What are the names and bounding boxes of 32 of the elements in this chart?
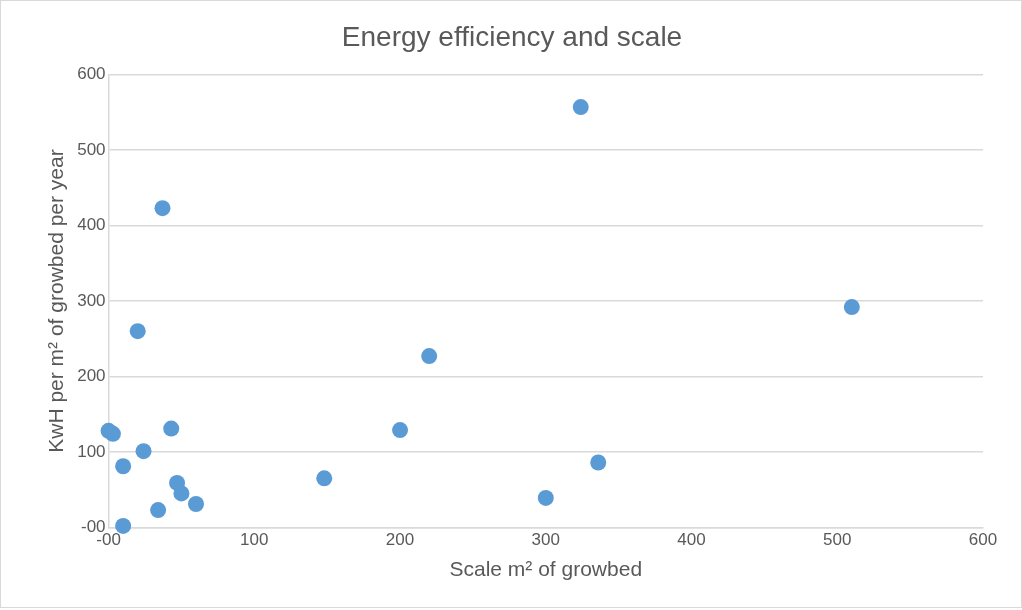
y-tick-label: 600 — [77, 64, 106, 84]
y-axis-title: KwH per m² of growbed per year — [44, 149, 68, 453]
point — [843, 299, 860, 316]
point — [104, 425, 121, 442]
point — [115, 517, 132, 534]
point — [590, 454, 607, 471]
y-tick-label: 200 — [77, 366, 106, 386]
x-tick-label: 500 — [823, 530, 852, 550]
x-tick-label: 200 — [385, 530, 415, 550]
y-tick-label: 400 — [77, 215, 106, 235]
point — [188, 496, 205, 513]
point — [392, 422, 409, 439]
point — [150, 502, 167, 519]
x-tick-label: 100 — [240, 530, 269, 550]
point — [154, 200, 171, 217]
point — [135, 443, 152, 460]
point — [129, 323, 146, 340]
point — [115, 458, 132, 475]
point — [537, 489, 554, 506]
x-tick-label: 400 — [677, 530, 706, 550]
y-tick-label: 100 — [77, 441, 106, 461]
point — [163, 420, 180, 437]
point — [572, 99, 589, 116]
point — [316, 470, 333, 487]
point — [173, 485, 190, 502]
chart-title: Energy efficiency and scale — [341, 20, 683, 52]
point — [421, 348, 438, 365]
x-tick-label: 600 — [968, 530, 998, 550]
x-tick-label: 300 — [531, 530, 560, 550]
x-axis-title: Scale m² of growbed — [449, 557, 643, 581]
y-tick-label: 300 — [77, 290, 106, 310]
y-tick-label: 500 — [77, 139, 106, 159]
